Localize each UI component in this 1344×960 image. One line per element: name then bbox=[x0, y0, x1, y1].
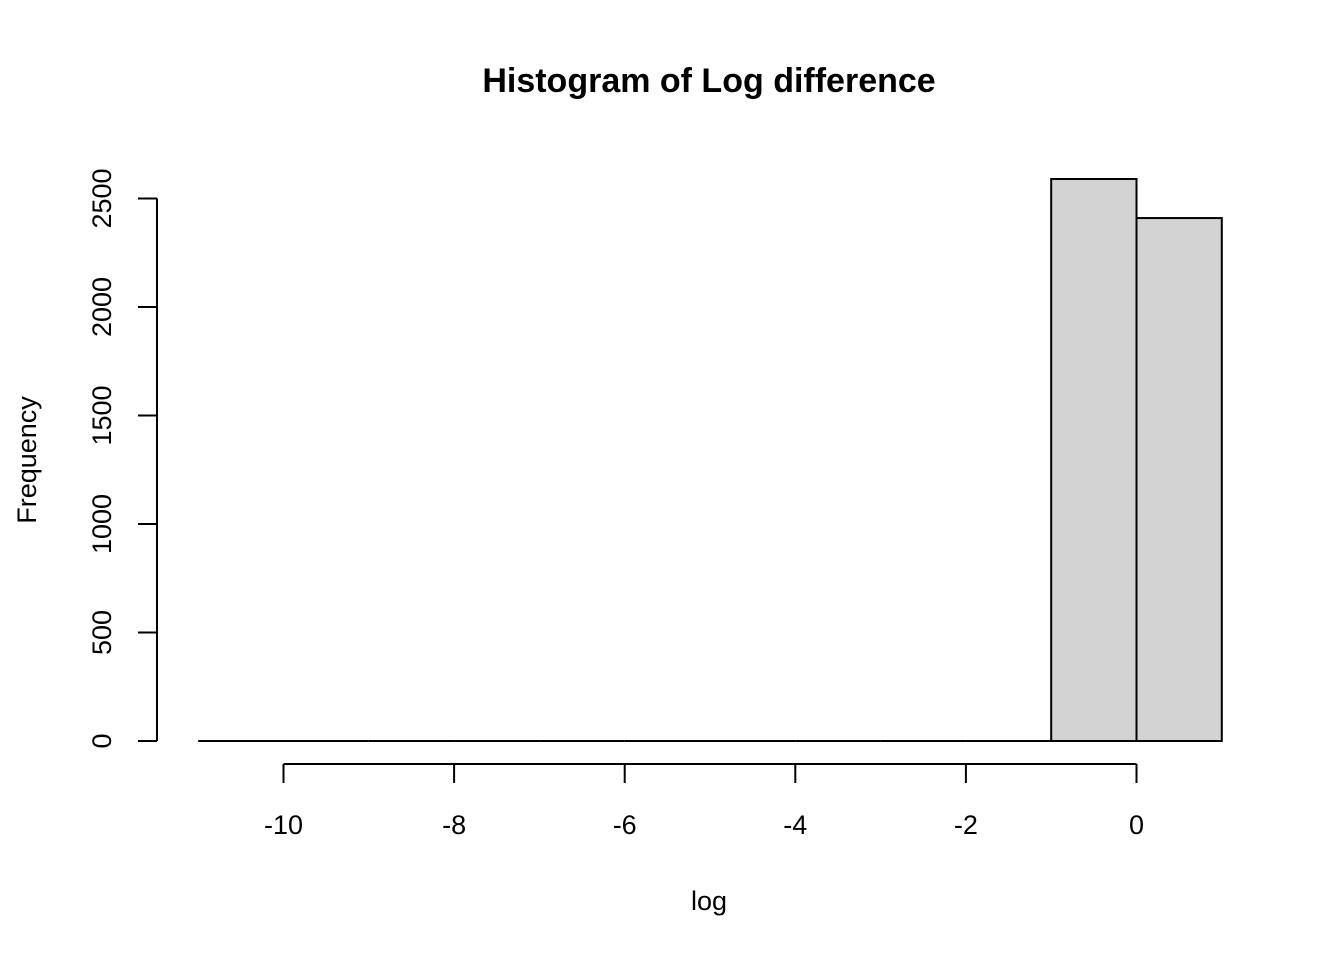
histogram-bar bbox=[1135, 217, 1223, 742]
x-tick-label: -6 bbox=[613, 810, 637, 840]
x-tick-label: -2 bbox=[954, 810, 978, 840]
y-tick-label: 2500 bbox=[87, 168, 117, 228]
x-tick-label: -10 bbox=[264, 810, 303, 840]
y-tick-label: 1000 bbox=[87, 494, 117, 554]
histogram-bar bbox=[1050, 178, 1138, 742]
y-axis-label: Frequency bbox=[12, 396, 42, 524]
x-tick-label: 0 bbox=[1129, 810, 1144, 840]
bars-group bbox=[198, 178, 1223, 742]
y-tick-label: 500 bbox=[87, 610, 117, 655]
x-axis-label: log bbox=[691, 886, 727, 916]
x-axis: -10 -8 -6 -4 -2 0 bbox=[264, 763, 1144, 840]
y-tick-label: 2000 bbox=[87, 277, 117, 337]
chart-title: Histogram of Log difference bbox=[482, 62, 935, 100]
y-tick-label: 1500 bbox=[87, 385, 117, 445]
y-axis: 0 500 1000 1500 2000 2500 bbox=[87, 168, 158, 749]
x-tick-label: -8 bbox=[442, 810, 466, 840]
x-tick-label: -4 bbox=[783, 810, 807, 840]
y-tick-label: 0 bbox=[87, 733, 117, 748]
